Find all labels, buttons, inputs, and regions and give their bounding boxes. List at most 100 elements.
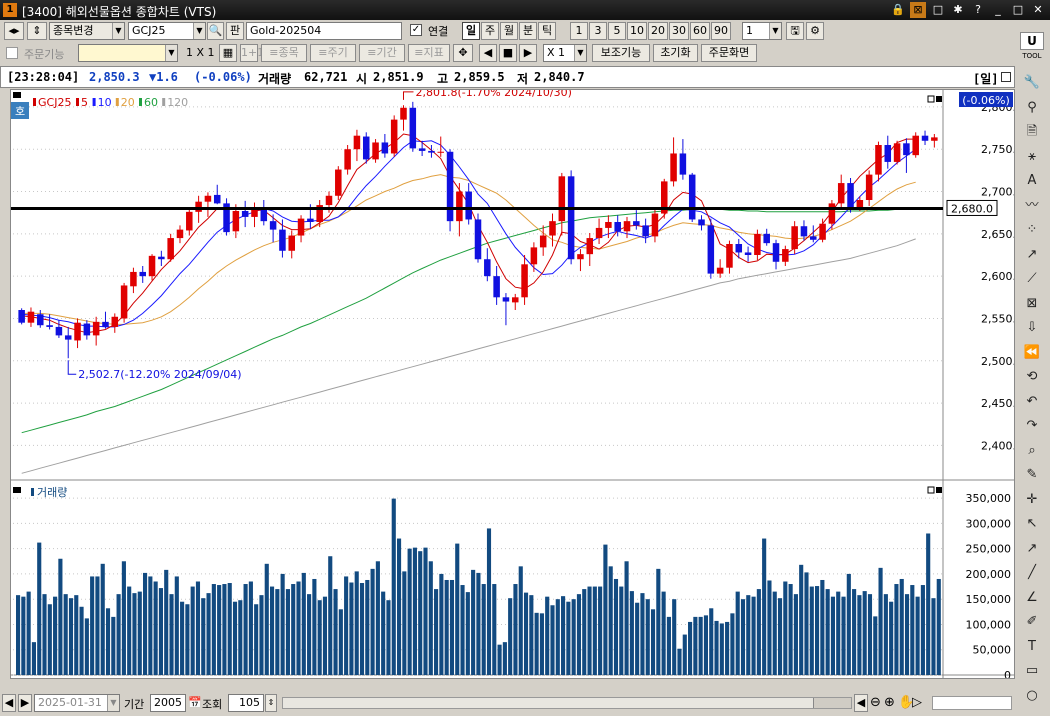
- one-plus-one-icon[interactable]: 1+1: [240, 44, 264, 62]
- period-input[interactable]: 2005: [150, 694, 186, 712]
- zoom-slider[interactable]: [932, 696, 1012, 710]
- close-icon[interactable]: ✕: [1033, 3, 1043, 16]
- move-icon[interactable]: ✥: [453, 44, 473, 62]
- volume-bar: [703, 615, 709, 675]
- volume-bar: [21, 596, 26, 675]
- auto-icon[interactable]: A: [1027, 173, 1037, 188]
- crosshair-icon[interactable]: ✛: [1026, 491, 1038, 507]
- rect-icon[interactable]: ▭: [1025, 663, 1039, 678]
- period-menu-button[interactable]: ≡주기: [310, 44, 356, 62]
- symbol-change-dropdown[interactable]: 종목변경 ▼: [49, 22, 125, 40]
- count-input[interactable]: 105: [228, 694, 264, 712]
- link-window-icon[interactable]: ⊠: [910, 2, 926, 18]
- line-icon[interactable]: ╱: [1028, 565, 1036, 580]
- chart-area[interactable]: 2,400.0 2,450.0 2,500.0 2,550.0 2,600.0 2,650…: [10, 86, 1023, 692]
- box-icon[interactable]: ⊠: [1026, 295, 1038, 311]
- rewind-icon[interactable]: ⏪: [1023, 344, 1041, 360]
- indicator-menu-button[interactable]: ≡지표: [408, 44, 450, 62]
- range-menu-button[interactable]: ≡기간: [359, 44, 405, 62]
- period-tab-0[interactable]: 일: [462, 22, 480, 40]
- horizontal-scrollbar[interactable]: [282, 697, 852, 709]
- period-tab-1[interactable]: 주: [481, 22, 499, 40]
- minimize-icon[interactable]: _: [995, 3, 1001, 16]
- volume-bar: [751, 596, 756, 675]
- next-icon[interactable]: ▶: [519, 44, 537, 62]
- lock-icon[interactable]: 🔒: [891, 3, 905, 16]
- interval-button-90[interactable]: 90: [711, 22, 731, 40]
- link-checkbox[interactable]: ✓: [410, 24, 422, 36]
- interval-button-3[interactable]: 3: [589, 22, 607, 40]
- date-field[interactable]: 2025-01-31 ▼: [34, 694, 120, 712]
- restore-icon[interactable]: ⟲: [1026, 369, 1038, 384]
- candle-body: [325, 195, 333, 206]
- period-tab-2[interactable]: 월: [500, 22, 518, 40]
- chevron-down-icon: ▼: [193, 23, 205, 39]
- interval-select[interactable]: 1 ▼: [742, 22, 782, 40]
- pattern-icon[interactable]: ⚹: [1028, 148, 1036, 164]
- period-tab-3[interactable]: 분: [519, 22, 537, 40]
- stop-icon[interactable]: ■: [499, 44, 517, 62]
- maximize-icon[interactable]: □: [1012, 3, 1024, 16]
- save-icon[interactable]: 🖫: [786, 22, 804, 40]
- new-window-icon[interactable]: □: [932, 3, 944, 16]
- text-icon[interactable]: T: [1028, 638, 1036, 654]
- magnify-page-icon[interactable]: 🗎: [1026, 124, 1038, 139]
- hand-icon[interactable]: ✋: [898, 695, 915, 710]
- pencil-icon[interactable]: ✐: [1026, 614, 1038, 629]
- prev-icon[interactable]: ↶: [1026, 393, 1038, 409]
- arrow-icon[interactable]: ↖: [1026, 516, 1038, 531]
- multiplier-select[interactable]: X 1 ▼: [543, 44, 587, 62]
- circle-icon[interactable]: ○: [1026, 687, 1038, 703]
- updown-arrows-icon[interactable]: ⇕: [27, 22, 47, 40]
- order-checkbox[interactable]: [6, 47, 18, 59]
- prev-icon[interactable]: ◀: [479, 44, 497, 62]
- grid-icon[interactable]: ▦: [219, 44, 237, 62]
- candle: [800, 220, 808, 241]
- scroll-left-icon[interactable]: ◀: [2, 694, 16, 712]
- search-icon[interactable]: ⌕: [1028, 442, 1036, 458]
- interval-button-60[interactable]: 60: [690, 22, 710, 40]
- count-stepper-icon[interactable]: ⇕: [265, 694, 277, 712]
- swap-arrows-icon[interactable]: ◂▸: [4, 22, 24, 40]
- interval-button-1[interactable]: 1: [570, 22, 588, 40]
- settings-icon[interactable]: ✱: [953, 3, 963, 16]
- reset-button[interactable]: 초기화: [653, 44, 698, 62]
- interval-button-5[interactable]: 5: [608, 22, 626, 40]
- toolbar-collapse-button[interactable]: U: [1020, 32, 1044, 50]
- search-icon[interactable]: 🔍: [207, 22, 224, 40]
- next-icon[interactable]: ↷: [1026, 418, 1038, 433]
- query-label[interactable]: 조회: [202, 698, 223, 711]
- chart-svg[interactable]: 2,400.0 2,450.0 2,500.0 2,550.0 2,600.0 2,650…: [11, 86, 1023, 692]
- scrollbar-thumb[interactable]: [813, 698, 851, 708]
- pan-button[interactable]: 판: [226, 22, 244, 40]
- help-icon[interactable]: ?: [975, 3, 981, 16]
- gear-icon[interactable]: ⚙: [806, 22, 824, 40]
- query-icon[interactable]: 📅: [188, 696, 202, 709]
- analysis-icon[interactable]: ⚲: [1027, 99, 1037, 115]
- candle: [18, 308, 25, 325]
- wrench-icon[interactable]: 🔧: [1023, 75, 1041, 90]
- period-tab-4[interactable]: 틱: [538, 22, 556, 40]
- download-icon[interactable]: ⇩: [1026, 320, 1038, 335]
- panel-toggle-icon[interactable]: [1001, 72, 1011, 82]
- interval-button-30[interactable]: 30: [669, 22, 689, 40]
- wave-icon[interactable]: 〰: [1025, 197, 1039, 213]
- zoom-out-icon[interactable]: ⊖: [870, 695, 881, 710]
- symbol-menu-button[interactable]: ≡종목: [261, 44, 307, 62]
- cursor-icon[interactable]: ↗: [1026, 540, 1038, 556]
- order-screen-button[interactable]: 주문화면: [701, 44, 757, 62]
- aux-function-button[interactable]: 보조기능: [592, 44, 650, 62]
- prev-page-icon[interactable]: ◀: [854, 694, 868, 712]
- brush-icon[interactable]: ✎: [1026, 467, 1038, 482]
- dots-icon[interactable]: ⁘: [1026, 222, 1038, 237]
- interval-button-10[interactable]: 10: [627, 22, 647, 40]
- zoom-in-icon[interactable]: ⊕: [884, 695, 895, 710]
- trend-icon[interactable]: ⟋: [1027, 271, 1037, 286]
- trend-up-icon[interactable]: ↗: [1026, 246, 1038, 262]
- scroll-right-icon[interactable]: ▶: [18, 694, 32, 712]
- interval-button-20[interactable]: 20: [648, 22, 668, 40]
- angle-icon[interactable]: ∠: [1026, 589, 1038, 605]
- order-dropdown[interactable]: ▼: [78, 44, 178, 62]
- scroll-end-icon[interactable]: ▷: [912, 695, 922, 710]
- symbol-input[interactable]: GCJ25 ▼: [128, 22, 206, 40]
